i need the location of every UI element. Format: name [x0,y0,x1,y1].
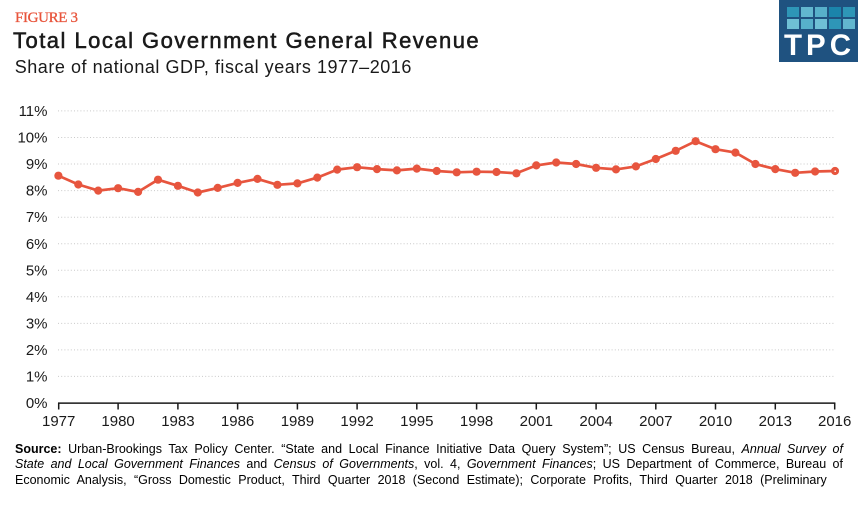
svg-text:1992: 1992 [340,413,373,430]
svg-text:8%: 8% [26,183,48,200]
svg-text:1995: 1995 [400,413,433,430]
svg-text:10%: 10% [17,130,47,147]
svg-text:1980: 1980 [101,413,134,430]
svg-text:2016: 2016 [818,413,851,430]
svg-text:1983: 1983 [161,413,194,430]
svg-text:0%: 0% [26,395,48,412]
svg-text:1%: 1% [26,369,48,386]
svg-text:3%: 3% [26,315,48,332]
svg-text:1998: 1998 [460,413,493,430]
svg-text:2007: 2007 [639,413,672,430]
svg-text:1986: 1986 [221,413,254,430]
svg-text:5%: 5% [26,262,48,279]
svg-text:2001: 2001 [520,413,553,430]
svg-text:2013: 2013 [759,413,792,430]
svg-text:1977: 1977 [42,413,75,430]
svg-text:6%: 6% [26,236,48,253]
svg-text:11%: 11% [19,103,48,120]
svg-text:2%: 2% [26,342,48,359]
svg-text:9%: 9% [26,156,48,173]
svg-text:1989: 1989 [281,413,314,430]
svg-text:4%: 4% [26,289,48,306]
svg-text:2010: 2010 [699,413,732,430]
svg-text:7%: 7% [26,209,48,226]
svg-text:2004: 2004 [579,413,612,430]
